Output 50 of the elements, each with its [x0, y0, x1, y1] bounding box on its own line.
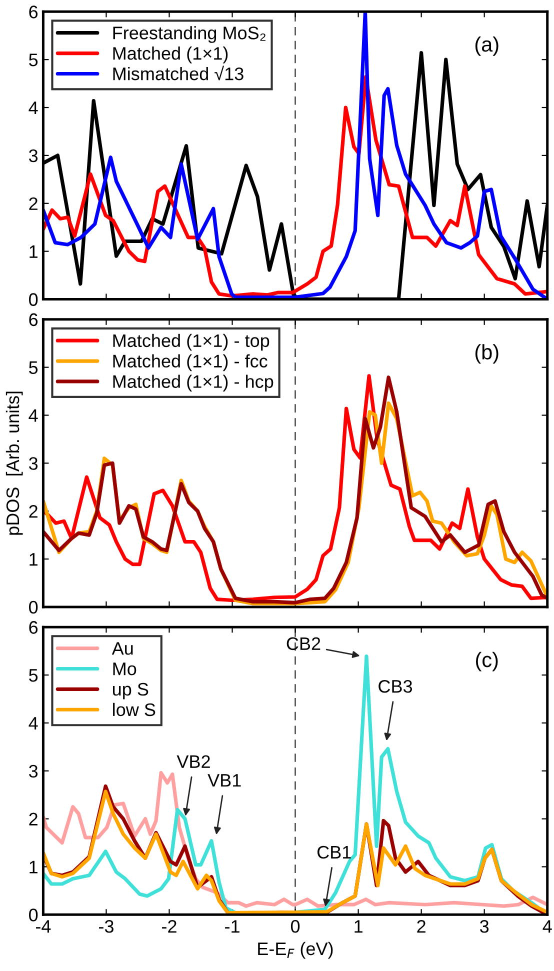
legend-label: Matched (1×1) - top — [113, 334, 270, 351]
annotation: VB1 — [208, 774, 241, 787]
legend-label: Freestanding MoS₂ — [113, 26, 266, 43]
legend-label: Mo — [113, 662, 136, 676]
legend-label: Matched (1×1) - fcc — [113, 354, 268, 372]
y-tick-label: 4 — [28, 409, 38, 422]
x-tick-label: -1 — [225, 920, 240, 933]
legend-label: up S — [112, 682, 148, 700]
y-tick-label: 2 — [29, 505, 38, 518]
y-tick-label: 2 — [29, 812, 38, 826]
y-tick-label: 1 — [30, 860, 38, 874]
annotation: CB1 — [317, 846, 351, 859]
legend-label: Matched (1×1) — [113, 46, 228, 64]
x-tick-label: 3 — [480, 920, 489, 933]
y-tick-label: 3 — [29, 457, 38, 470]
annotation: (b) — [475, 344, 498, 364]
y-tick-label: 2 — [29, 197, 38, 210]
y-tick-label: 6 — [29, 6, 38, 18]
legend-label: low S — [113, 702, 156, 716]
y-tick-label: 4 — [28, 717, 38, 730]
x-tick-label: 2 — [417, 920, 426, 933]
y-tick-label: 4 — [28, 102, 38, 114]
x-axis-title: E-E$_{F}$ (eV) — [258, 942, 333, 959]
annotation: (c) — [476, 652, 498, 672]
y-tick-label: 0 — [29, 293, 38, 306]
y-tick-label: 1 — [30, 553, 38, 566]
y-tick-label: 5 — [29, 669, 38, 682]
x-tick-label: -4 — [36, 920, 51, 933]
y-tick-label: 5 — [29, 361, 38, 374]
x-tick-label: -2 — [162, 920, 176, 933]
x-tick-label: 4 — [542, 920, 552, 933]
annotation: (a) — [475, 36, 498, 56]
y-tick-label: 3 — [29, 764, 38, 778]
legend-label: Au — [112, 642, 133, 655]
y-tick-label: 1 — [30, 245, 38, 258]
legend-label: Mismatched √13 — [113, 66, 244, 80]
y-tick-label: 0 — [29, 908, 38, 922]
annotation: CB2 — [286, 637, 320, 650]
y-axis-title: pDOS [Arb. units] — [6, 392, 23, 535]
y-tick-label: 6 — [29, 621, 38, 634]
legend-label: Matched (1×1) - hcp — [113, 374, 274, 392]
x-tick-label: -3 — [99, 920, 114, 933]
y-tick-label: 0 — [29, 600, 38, 614]
y-tick-label: 5 — [29, 54, 38, 66]
annotation: VB2 — [176, 755, 210, 768]
y-tick-label: 6 — [29, 313, 38, 326]
annotation: CB3 — [378, 680, 412, 693]
x-tick-label: 1 — [354, 920, 362, 933]
y-tick-label: 3 — [29, 149, 38, 162]
x-tick-label: 0 — [290, 920, 300, 933]
